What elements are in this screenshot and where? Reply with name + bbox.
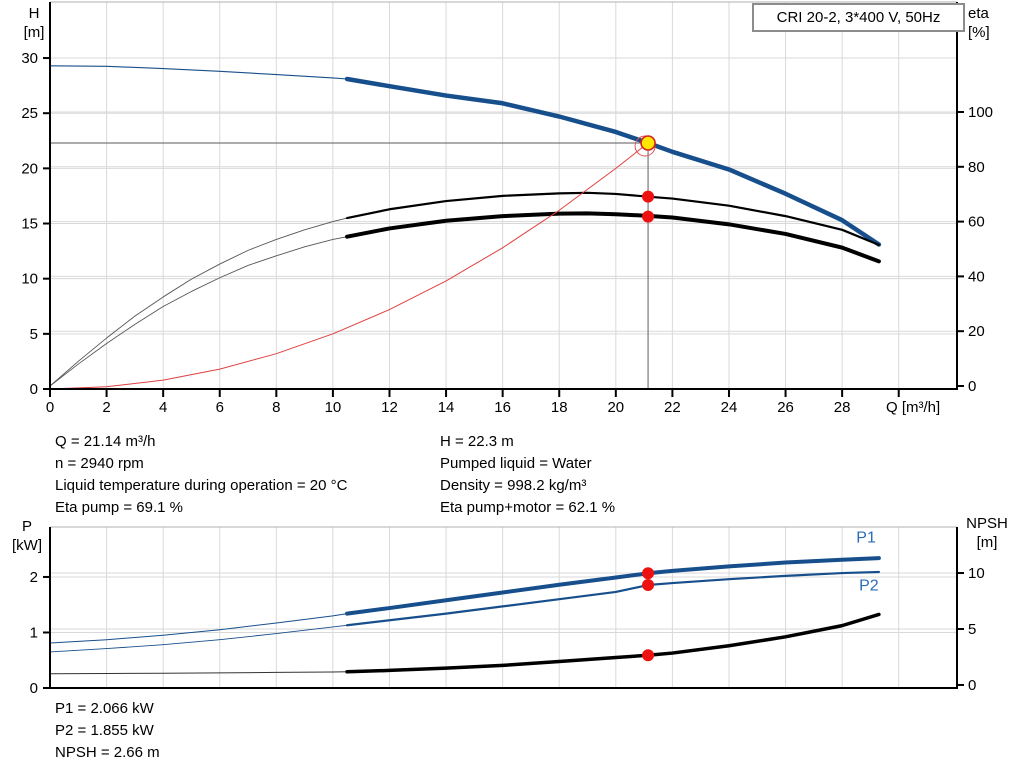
p-axis-label: P [kW] xyxy=(6,517,48,555)
x-tick-label: 20 xyxy=(607,399,624,416)
x-tick-label: 12 xyxy=(381,399,398,416)
right-tick-label: 100 xyxy=(968,104,993,121)
npsh-axis-label-line1: NPSH xyxy=(966,515,1008,532)
x-tick-label: 0 xyxy=(46,399,54,416)
curve-eta-pump-motor-thin xyxy=(49,236,348,387)
curve-label-p2: P2 xyxy=(859,577,879,594)
curve-qh-thin xyxy=(49,65,348,80)
left-tick-label: 30 xyxy=(21,50,38,67)
left-tick-label: 25 xyxy=(21,105,38,122)
right-tick-label: 80 xyxy=(968,159,985,176)
curve-npsh xyxy=(345,612,881,674)
left-tick-label: 15 xyxy=(21,216,38,233)
x-tick-label: 6 xyxy=(216,399,224,416)
h-axis-label-line1: H xyxy=(28,5,40,22)
p-axis-label-line1: P xyxy=(21,518,32,535)
npsh-axis-label: NPSH [m] xyxy=(960,514,1014,552)
curve-system-curve xyxy=(49,142,649,390)
left-tick-label: 0 xyxy=(30,381,38,398)
info-head: H = 22.3 m xyxy=(440,433,514,450)
info-npsh: NPSH = 2.66 m xyxy=(55,744,160,761)
left-tick-label: 5 xyxy=(30,326,38,343)
x-tick-label: 22 xyxy=(664,399,681,416)
left-tick-label: 0 xyxy=(30,680,38,695)
x-tick-label: 28 xyxy=(834,399,851,416)
curve-p1-thin xyxy=(49,613,348,644)
power-info: P1 = 2.066 kW P2 = 1.855 kW NPSH = 2.66 … xyxy=(55,698,160,764)
curve-p1 xyxy=(345,556,881,616)
x-tick-label: 2 xyxy=(102,399,110,416)
eta-axis-label-line1: eta xyxy=(968,5,989,22)
eta-axis-label-line2: [%] xyxy=(968,24,990,41)
curve-qh xyxy=(344,76,882,247)
curve-p2 xyxy=(345,570,881,627)
npsh-dot xyxy=(642,649,655,662)
curve-label-p1: P1 xyxy=(856,530,876,547)
curve-p2-thin xyxy=(49,624,348,653)
pump-title-box: CRI 20-2, 3*400 V, 50Hz xyxy=(752,3,965,32)
h-axis-label: H [m] xyxy=(16,4,52,42)
eta-axis-label: eta [%] xyxy=(968,4,1012,42)
p2-dot xyxy=(642,579,655,592)
power-npsh-chart: 0 1 2 0 5 10 P1 P2 xyxy=(30,526,985,695)
h-axis-label-line2: [m] xyxy=(23,24,45,41)
left-tick-label: 10 xyxy=(21,271,38,288)
info-speed: n = 2940 rpm xyxy=(55,455,144,472)
right-tick-label: 20 xyxy=(968,323,985,340)
x-tick-label: 18 xyxy=(551,399,568,416)
eta-pump-motor-dot xyxy=(642,210,655,223)
curve-npsh-thin xyxy=(49,671,348,675)
eta-pump-dot xyxy=(642,190,655,203)
x-tick-label: 14 xyxy=(438,399,455,416)
right-tick-label: 40 xyxy=(968,268,985,285)
right-tick-label: 0 xyxy=(968,677,976,694)
info-pumped-liquid: Pumped liquid = Water xyxy=(440,455,592,472)
info-p1: P1 = 2.066 kW xyxy=(55,700,154,717)
npsh-axis-label-line2: [m] xyxy=(976,534,998,551)
info-density: Density = 998.2 kg/m³ xyxy=(440,477,587,494)
x-tick-label: 26 xyxy=(777,399,794,416)
info-eta-pump-motor: Eta pump+motor = 62.1 % xyxy=(440,499,616,516)
x-tick-label: 24 xyxy=(721,399,738,416)
right-tick-label: 0 xyxy=(968,378,976,395)
info-p2: P2 = 1.855 kW xyxy=(55,722,154,739)
x-tick-label: 10 xyxy=(325,399,342,416)
left-tick-label: 2 xyxy=(30,569,38,586)
curve-eta-pump-thin xyxy=(49,217,348,387)
right-tick-label: 60 xyxy=(968,214,985,231)
right-tick-label: 5 xyxy=(968,621,976,638)
info-eta-pump: Eta pump = 69.1 % xyxy=(55,499,183,516)
info-liquid-temp: Liquid temperature during operation = 20… xyxy=(55,477,348,494)
duty-point[interactable] xyxy=(640,135,656,151)
p1-dot xyxy=(642,567,655,580)
duty-info-left: Q = 21.14 m³/h n = 2940 rpm Liquid tempe… xyxy=(55,431,347,519)
p-axis-label-line2: [kW] xyxy=(12,537,42,554)
q-axis-label: Q [m³/h] xyxy=(886,399,941,416)
x-tick-label: 16 xyxy=(494,399,511,416)
left-tick-label: 1 xyxy=(30,624,38,641)
curve-eta-pump-motor xyxy=(345,211,881,264)
curve-eta-pump xyxy=(345,191,881,246)
x-tick-label: 4 xyxy=(159,399,167,416)
info-flow: Q = 21.14 m³/h xyxy=(55,433,156,450)
left-tick-label: 20 xyxy=(21,160,38,177)
x-tick-label: 8 xyxy=(272,399,280,416)
right-tick-label: 10 xyxy=(968,565,985,582)
duty-info-right: H = 22.3 m Pumped liquid = Water Density… xyxy=(440,431,615,519)
